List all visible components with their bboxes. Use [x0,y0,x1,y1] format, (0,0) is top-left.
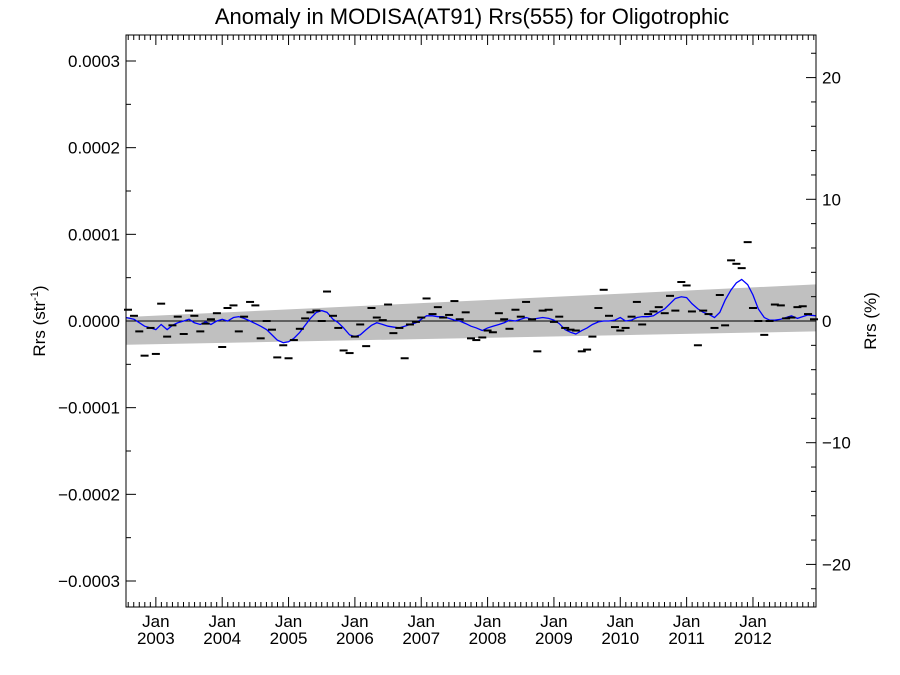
x-tick-label-month: Jan [540,612,567,631]
x-tick-label-month: Jan [275,612,302,631]
y-tick-left-label: −0.0001 [58,399,120,418]
x-tick-label-year: 2007 [402,629,440,648]
x-tick-label-year: 2008 [469,629,507,648]
x-tick-label-year: 2010 [601,629,639,648]
y-tick-left-label: 0.0002 [68,139,120,158]
x-tick-label-year: 2009 [535,629,573,648]
y-tick-right-label: 20 [822,69,841,88]
y-tick-right-label: −10 [822,434,851,453]
y-tick-left-label: 0.0003 [68,52,120,71]
y-tick-right-label: 10 [822,190,841,209]
y-axis-left-title: Rrs (str-1) [29,285,49,356]
x-tick-label-year: 2011 [668,629,705,648]
y-axis-left: 0.0003 0.0002 0.0001 0.0000 −0.0001 −0.0002 −0… [58,52,136,591]
x-tick-label-year: 2005 [270,629,308,648]
x-tick-label-month: Jan [142,612,169,631]
y-tick-left-label: 0.0001 [68,225,120,244]
x-tick-label-month: Jan [341,612,368,631]
x-tick-label-month: Jan [208,612,235,631]
x-tick-label-month: Jan [673,612,700,631]
y-axis-left-title-close: ) [30,285,49,291]
y-axis-right: 20 10 0 −10 −20 [806,52,851,590]
x-tick-label-year: 2006 [336,629,374,648]
y-tick-right-label: 0 [822,312,831,331]
y-tick-left-label: 0.0000 [68,312,120,331]
x-tick-label-year: 2012 [734,629,772,648]
x-tick-label-month: Jan [739,612,766,631]
x-tick-label-month: Jan [474,612,501,631]
x-tick-label-month: Jan [408,612,435,631]
y-axis-left-title-sup: -1 [29,291,41,301]
y-axis-right-title: Rrs (%) [861,292,880,350]
x-tick-label-month: Jan [607,612,634,631]
y-tick-left-label: −0.0002 [58,485,120,504]
data-points-layer [123,241,819,360]
chart-title: Anomaly in MODISA(AT91) Rrs(555) for Oli… [215,4,729,29]
y-tick-left-label: −0.0003 [58,572,120,591]
y-tick-right-label: −20 [822,555,851,574]
x-axis: Jan2003Jan2004Jan2005Jan2006Jan2007Jan20… [127,35,815,648]
y-axis-left-title-main: Rrs (str [30,301,49,357]
x-tick-label-year: 2004 [203,629,241,648]
x-tick-label-year: 2003 [137,629,175,648]
